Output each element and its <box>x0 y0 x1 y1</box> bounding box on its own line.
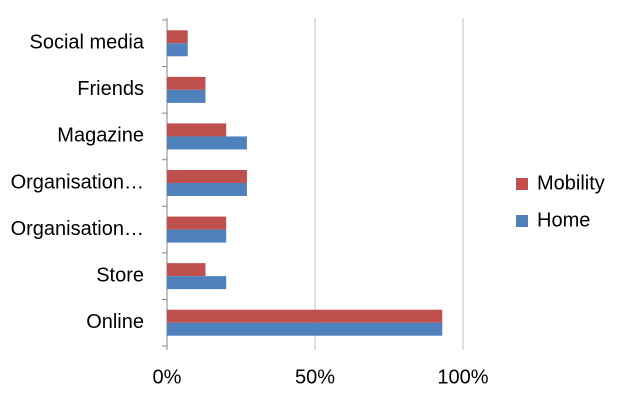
y-tick-label: Friends <box>77 78 144 100</box>
x-tick-label: 100% <box>437 366 488 388</box>
bar <box>167 322 443 336</box>
bar <box>167 30 188 44</box>
y-tick-label: Magazine <box>57 125 144 147</box>
legend-label: Home <box>537 209 590 231</box>
bar <box>167 76 206 90</box>
legend-swatch <box>516 215 528 227</box>
bar <box>167 123 227 137</box>
bar <box>167 309 443 323</box>
bar <box>167 43 188 57</box>
bar <box>167 183 247 196</box>
bar <box>167 276 227 290</box>
bar <box>167 170 247 183</box>
bar <box>167 136 247 150</box>
bar <box>167 263 206 277</box>
y-tick-label: Organisation… <box>11 171 144 193</box>
legend-label: Mobility <box>537 172 605 194</box>
y-tick-label: Store <box>96 264 144 286</box>
y-tick-label: Online <box>86 311 144 333</box>
x-tick-label: 0% <box>153 366 182 388</box>
bar <box>167 216 227 230</box>
bar <box>167 89 206 103</box>
legend-swatch <box>516 178 528 190</box>
bar <box>167 229 227 243</box>
x-tick-label: 50% <box>295 366 335 388</box>
y-tick-label: Social media <box>29 32 144 54</box>
y-tick-label: Organisation… <box>11 218 144 240</box>
